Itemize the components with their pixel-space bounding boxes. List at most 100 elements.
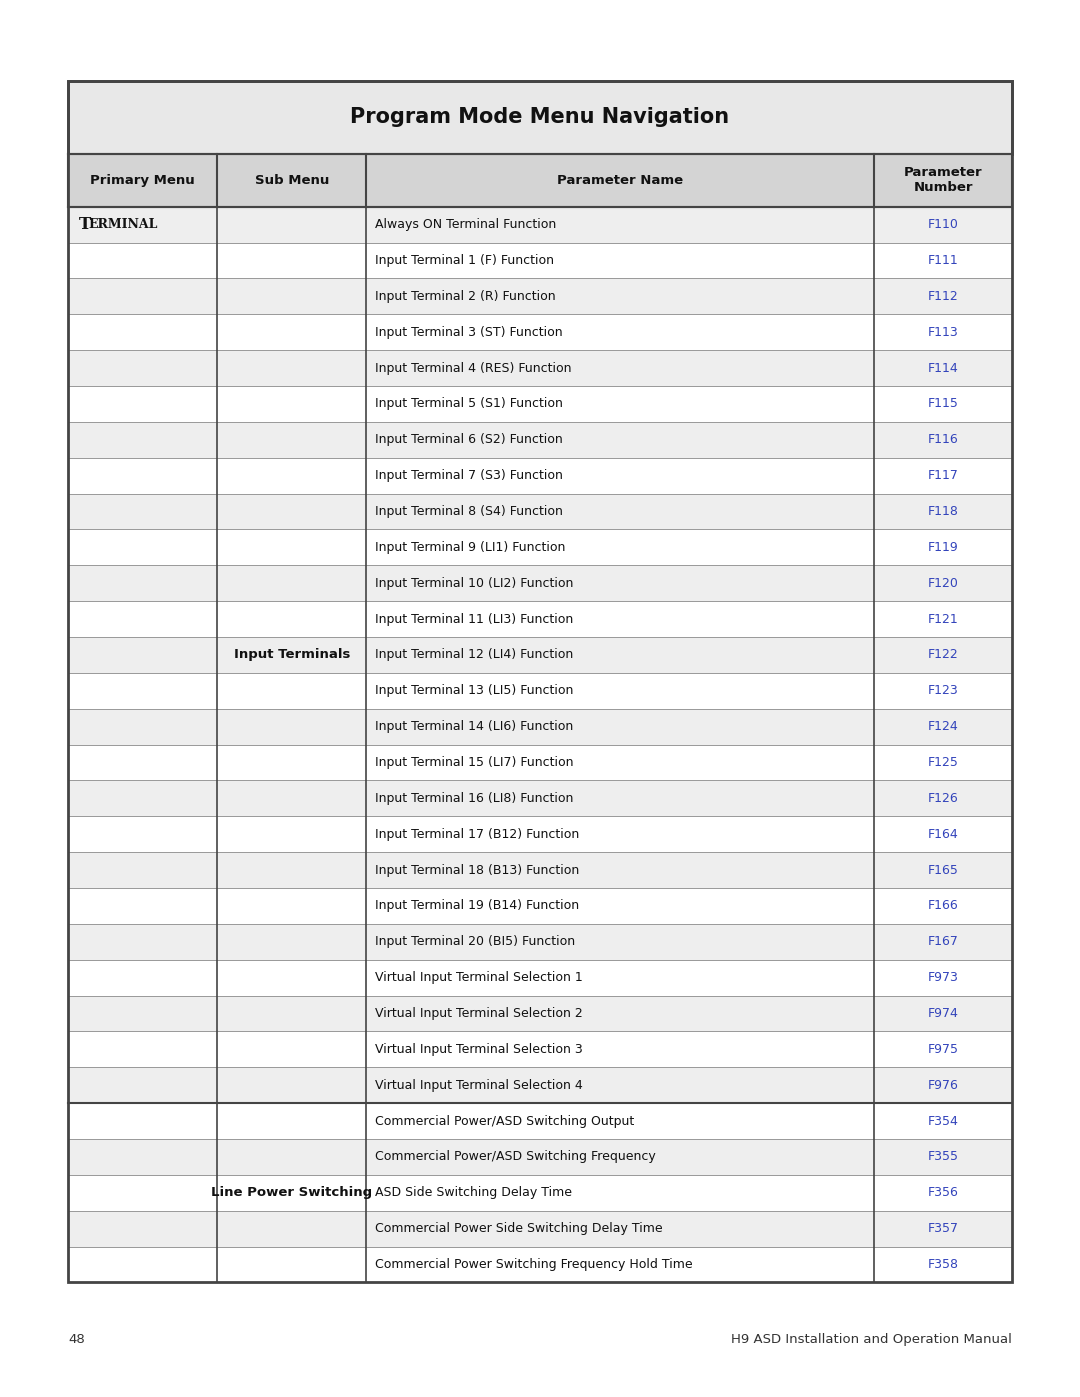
Bar <box>68 852 1012 888</box>
Text: Virtual Input Terminal Selection 3: Virtual Input Terminal Selection 3 <box>375 1044 583 1056</box>
Text: F116: F116 <box>928 433 958 446</box>
Text: Input Terminal 17 (B12) Function: Input Terminal 17 (B12) Function <box>375 828 579 841</box>
Text: F115: F115 <box>928 398 958 411</box>
Bar <box>68 816 1012 852</box>
Text: Input Terminal 5 (S1) Function: Input Terminal 5 (S1) Function <box>375 398 563 411</box>
Text: F357: F357 <box>928 1222 959 1235</box>
Text: F118: F118 <box>928 506 958 518</box>
Text: ERMINAL: ERMINAL <box>89 218 158 231</box>
Text: Input Terminal 20 (BI5) Function: Input Terminal 20 (BI5) Function <box>375 936 575 949</box>
Text: F973: F973 <box>928 971 958 983</box>
Text: F117: F117 <box>928 469 958 482</box>
Bar <box>68 458 1012 493</box>
Text: Input Terminal 9 (LI1) Function: Input Terminal 9 (LI1) Function <box>375 541 565 553</box>
Text: Input Terminal 3 (ST) Function: Input Terminal 3 (ST) Function <box>375 326 563 338</box>
Text: Line Power Switching: Line Power Switching <box>212 1186 373 1199</box>
Text: F126: F126 <box>928 792 958 805</box>
Text: F110: F110 <box>928 218 958 231</box>
Bar <box>68 888 1012 923</box>
Text: F114: F114 <box>928 362 958 374</box>
Text: Input Terminal 12 (LI4) Function: Input Terminal 12 (LI4) Function <box>375 648 573 661</box>
Bar <box>68 1031 1012 1067</box>
Text: F355: F355 <box>928 1151 959 1164</box>
Text: Virtual Input Terminal Selection 4: Virtual Input Terminal Selection 4 <box>375 1078 583 1091</box>
Text: Input Terminal 8 (S4) Function: Input Terminal 8 (S4) Function <box>375 506 563 518</box>
Text: F121: F121 <box>928 613 958 626</box>
Bar <box>68 81 1012 154</box>
Text: T: T <box>79 217 91 233</box>
Bar <box>68 154 1012 207</box>
Bar <box>68 386 1012 422</box>
Bar <box>68 996 1012 1031</box>
Text: Input Terminal 19 (B14) Function: Input Terminal 19 (B14) Function <box>375 900 579 912</box>
Text: F124: F124 <box>928 721 958 733</box>
Text: F123: F123 <box>928 685 958 697</box>
Text: Input Terminal 15 (LI7) Function: Input Terminal 15 (LI7) Function <box>375 756 573 768</box>
Text: Virtual Input Terminal Selection 1: Virtual Input Terminal Selection 1 <box>375 971 583 983</box>
Text: F119: F119 <box>928 541 958 553</box>
Text: Sub Menu: Sub Menu <box>255 173 329 187</box>
Text: Always ON Terminal Function: Always ON Terminal Function <box>375 218 556 231</box>
Bar <box>68 673 1012 708</box>
Bar <box>68 422 1012 458</box>
Text: F165: F165 <box>928 863 958 876</box>
Bar <box>68 1246 1012 1282</box>
Text: F166: F166 <box>928 900 958 912</box>
Text: F358: F358 <box>928 1259 959 1271</box>
Text: F111: F111 <box>928 254 958 267</box>
Bar <box>68 351 1012 386</box>
Text: Parameter
Number: Parameter Number <box>904 166 983 194</box>
Text: Input Terminal 1 (F) Function: Input Terminal 1 (F) Function <box>375 254 554 267</box>
Text: Commercial Power Switching Frequency Hold Time: Commercial Power Switching Frequency Hol… <box>375 1259 692 1271</box>
Text: Input Terminal 11 (LI3) Function: Input Terminal 11 (LI3) Function <box>375 613 573 626</box>
Bar <box>68 314 1012 351</box>
Bar <box>68 243 1012 278</box>
Text: F354: F354 <box>928 1115 958 1127</box>
Bar <box>68 207 1012 243</box>
Bar <box>68 278 1012 314</box>
Text: 48: 48 <box>68 1333 85 1347</box>
Bar <box>68 1067 1012 1104</box>
Text: Input Terminal 18 (B13) Function: Input Terminal 18 (B13) Function <box>375 863 579 876</box>
Text: ASD Side Switching Delay Time: ASD Side Switching Delay Time <box>375 1186 572 1199</box>
Bar <box>68 745 1012 781</box>
Text: Input Terminal 10 (LI2) Function: Input Terminal 10 (LI2) Function <box>375 577 573 590</box>
Bar <box>68 601 1012 637</box>
Bar <box>68 1104 1012 1139</box>
Bar <box>68 529 1012 566</box>
Text: F975: F975 <box>928 1044 959 1056</box>
Text: H9 ASD Installation and Operation Manual: H9 ASD Installation and Operation Manual <box>731 1333 1012 1347</box>
Bar <box>68 781 1012 816</box>
Text: Input Terminal 2 (R) Function: Input Terminal 2 (R) Function <box>375 291 555 303</box>
Text: Input Terminal 4 (RES) Function: Input Terminal 4 (RES) Function <box>375 362 571 374</box>
Bar <box>68 566 1012 601</box>
Text: Input Terminal 13 (LI5) Function: Input Terminal 13 (LI5) Function <box>375 685 573 697</box>
Bar <box>68 493 1012 529</box>
Text: F125: F125 <box>928 756 958 768</box>
Text: F356: F356 <box>928 1186 958 1199</box>
Bar <box>68 923 1012 960</box>
Text: Input Terminal 14 (LI6) Function: Input Terminal 14 (LI6) Function <box>375 721 573 733</box>
Text: Input Terminal 6 (S2) Function: Input Terminal 6 (S2) Function <box>375 433 563 446</box>
Bar <box>68 81 1012 1282</box>
Bar <box>68 1211 1012 1246</box>
Text: Commercial Power/ASD Switching Output: Commercial Power/ASD Switching Output <box>375 1115 634 1127</box>
Text: Input Terminal 7 (S3) Function: Input Terminal 7 (S3) Function <box>375 469 563 482</box>
Text: F120: F120 <box>928 577 958 590</box>
Text: Commercial Power Side Switching Delay Time: Commercial Power Side Switching Delay Ti… <box>375 1222 663 1235</box>
Text: Input Terminals: Input Terminals <box>233 648 350 661</box>
Text: F974: F974 <box>928 1007 958 1020</box>
Text: F113: F113 <box>928 326 958 338</box>
Text: Primary Menu: Primary Menu <box>91 173 195 187</box>
Bar <box>68 637 1012 673</box>
Bar <box>68 708 1012 745</box>
Bar <box>68 960 1012 996</box>
Text: Input Terminal 16 (LI8) Function: Input Terminal 16 (LI8) Function <box>375 792 573 805</box>
Text: Program Mode Menu Navigation: Program Mode Menu Navigation <box>350 108 730 127</box>
Text: F976: F976 <box>928 1078 958 1091</box>
Bar <box>68 1139 1012 1175</box>
Text: Virtual Input Terminal Selection 2: Virtual Input Terminal Selection 2 <box>375 1007 583 1020</box>
Text: F167: F167 <box>928 936 958 949</box>
Text: F112: F112 <box>928 291 958 303</box>
Text: F122: F122 <box>928 648 958 661</box>
